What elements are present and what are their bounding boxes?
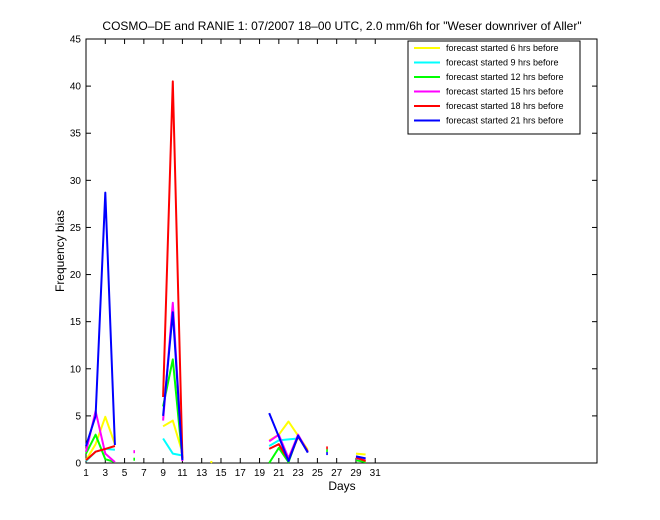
- series-line-5: [85, 445, 116, 461]
- legend-label: forecast started 12 hrs before: [446, 72, 564, 82]
- series-line-1: [162, 419, 184, 453]
- y-axis-label: Frequency bias: [53, 210, 67, 292]
- series-line-3: [85, 433, 116, 464]
- x-tick-label: 15: [215, 468, 227, 479]
- legend-label: forecast started 21 hrs before: [446, 116, 564, 126]
- series-line-1: [355, 452, 366, 456]
- series-line-3: [355, 459, 366, 464]
- y-tick-label: 20: [70, 270, 82, 281]
- y-tick-label: 5: [75, 411, 81, 422]
- x-tick-label: 27: [331, 468, 343, 479]
- chart-title: COSMO–DE and RANIE 1: 07/2007 18–00 UTC,…: [102, 19, 581, 33]
- x-tick-label: 23: [293, 468, 305, 479]
- x-tick-label: 21: [273, 468, 285, 479]
- y-tick-label: 15: [70, 317, 82, 328]
- series-line-6: [355, 455, 366, 460]
- series-line-6: [268, 412, 309, 463]
- x-tick-label: 31: [370, 468, 382, 479]
- series-line-5: [162, 80, 184, 459]
- x-tick-label: 17: [235, 468, 247, 479]
- x-tick-label: 25: [312, 468, 324, 479]
- legend-label: forecast started 9 hrs before: [446, 58, 559, 68]
- legend-box: [407, 40, 581, 135]
- series-layer: [85, 80, 366, 464]
- isolated-point: [326, 452, 328, 456]
- x-tick-label: 1: [83, 468, 89, 479]
- series-line-6: [162, 311, 184, 461]
- series-line-5: [355, 456, 366, 463]
- y-tick-label: 10: [70, 364, 82, 375]
- y-tick-label: 45: [70, 35, 82, 46]
- isolated-point: [326, 446, 328, 450]
- series-line-2: [162, 437, 183, 457]
- isolated-point: [133, 450, 136, 454]
- legend-label: forecast started 15 hrs before: [446, 87, 564, 97]
- x-tick-label: 19: [254, 468, 266, 479]
- legend-label: forecast started 18 hrs before: [446, 101, 564, 111]
- series-line-2: [268, 437, 299, 447]
- x-tick-label: 11: [177, 468, 188, 479]
- x-tick-label: 13: [196, 468, 208, 479]
- x-tick-label: 9: [160, 468, 166, 479]
- y-tick-label: 35: [70, 129, 82, 140]
- y-tick-label: 0: [75, 459, 81, 470]
- isolated-point: [133, 457, 136, 461]
- isolated-point: [326, 449, 328, 453]
- x-tick-label: 7: [141, 468, 147, 479]
- series-point: [210, 460, 213, 464]
- x-tick-label: 5: [122, 468, 128, 479]
- y-tick-label: 25: [70, 223, 82, 234]
- y-tick-label: 40: [70, 82, 82, 93]
- x-tick-label: 29: [350, 468, 362, 479]
- legend-label: forecast started 6 hrs before: [446, 43, 559, 53]
- x-axis-label: Days: [328, 479, 355, 493]
- y-tick-label: 30: [70, 176, 82, 187]
- x-tick-label: 3: [103, 468, 109, 479]
- series-line-6: [85, 191, 116, 447]
- legend: forecast started 6 hrs before forecast st…: [407, 40, 581, 135]
- axis-ticks: 1 3 5 7 9 11 13 15 17 19 21 23 25 27 29 310510152025303…: [70, 35, 597, 479]
